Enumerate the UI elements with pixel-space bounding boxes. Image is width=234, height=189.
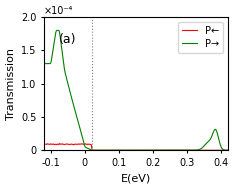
P→ (56, 29, 59, 32)
Text: ×10⁻⁴: ×10⁻⁴ (44, 6, 73, 16)
P→ (124, 149, 127, 151)
P← (92, 149, 95, 151)
P← (121, 149, 124, 151)
P→ (128, 149, 131, 151)
P→ (92, 149, 95, 151)
P← (58, 143, 61, 145)
Line: P→: P→ (44, 30, 227, 150)
P← (43, 143, 46, 145)
X-axis label: E(eV): E(eV) (121, 174, 151, 184)
P→ (43, 63, 46, 65)
P→ (121, 149, 124, 151)
P→ (226, 149, 229, 151)
P→ (65, 75, 67, 77)
P← (65, 143, 67, 145)
P← (147, 149, 150, 151)
P← (226, 149, 229, 151)
P→ (147, 149, 150, 151)
P→ (57, 29, 60, 32)
P← (57, 143, 60, 146)
Y-axis label: Transmission: Transmission (6, 48, 15, 120)
Text: (a): (a) (59, 33, 76, 46)
Line: P←: P← (44, 144, 227, 150)
P← (124, 149, 127, 151)
P← (128, 149, 131, 151)
Legend: P←, P→: P←, P→ (178, 22, 223, 53)
